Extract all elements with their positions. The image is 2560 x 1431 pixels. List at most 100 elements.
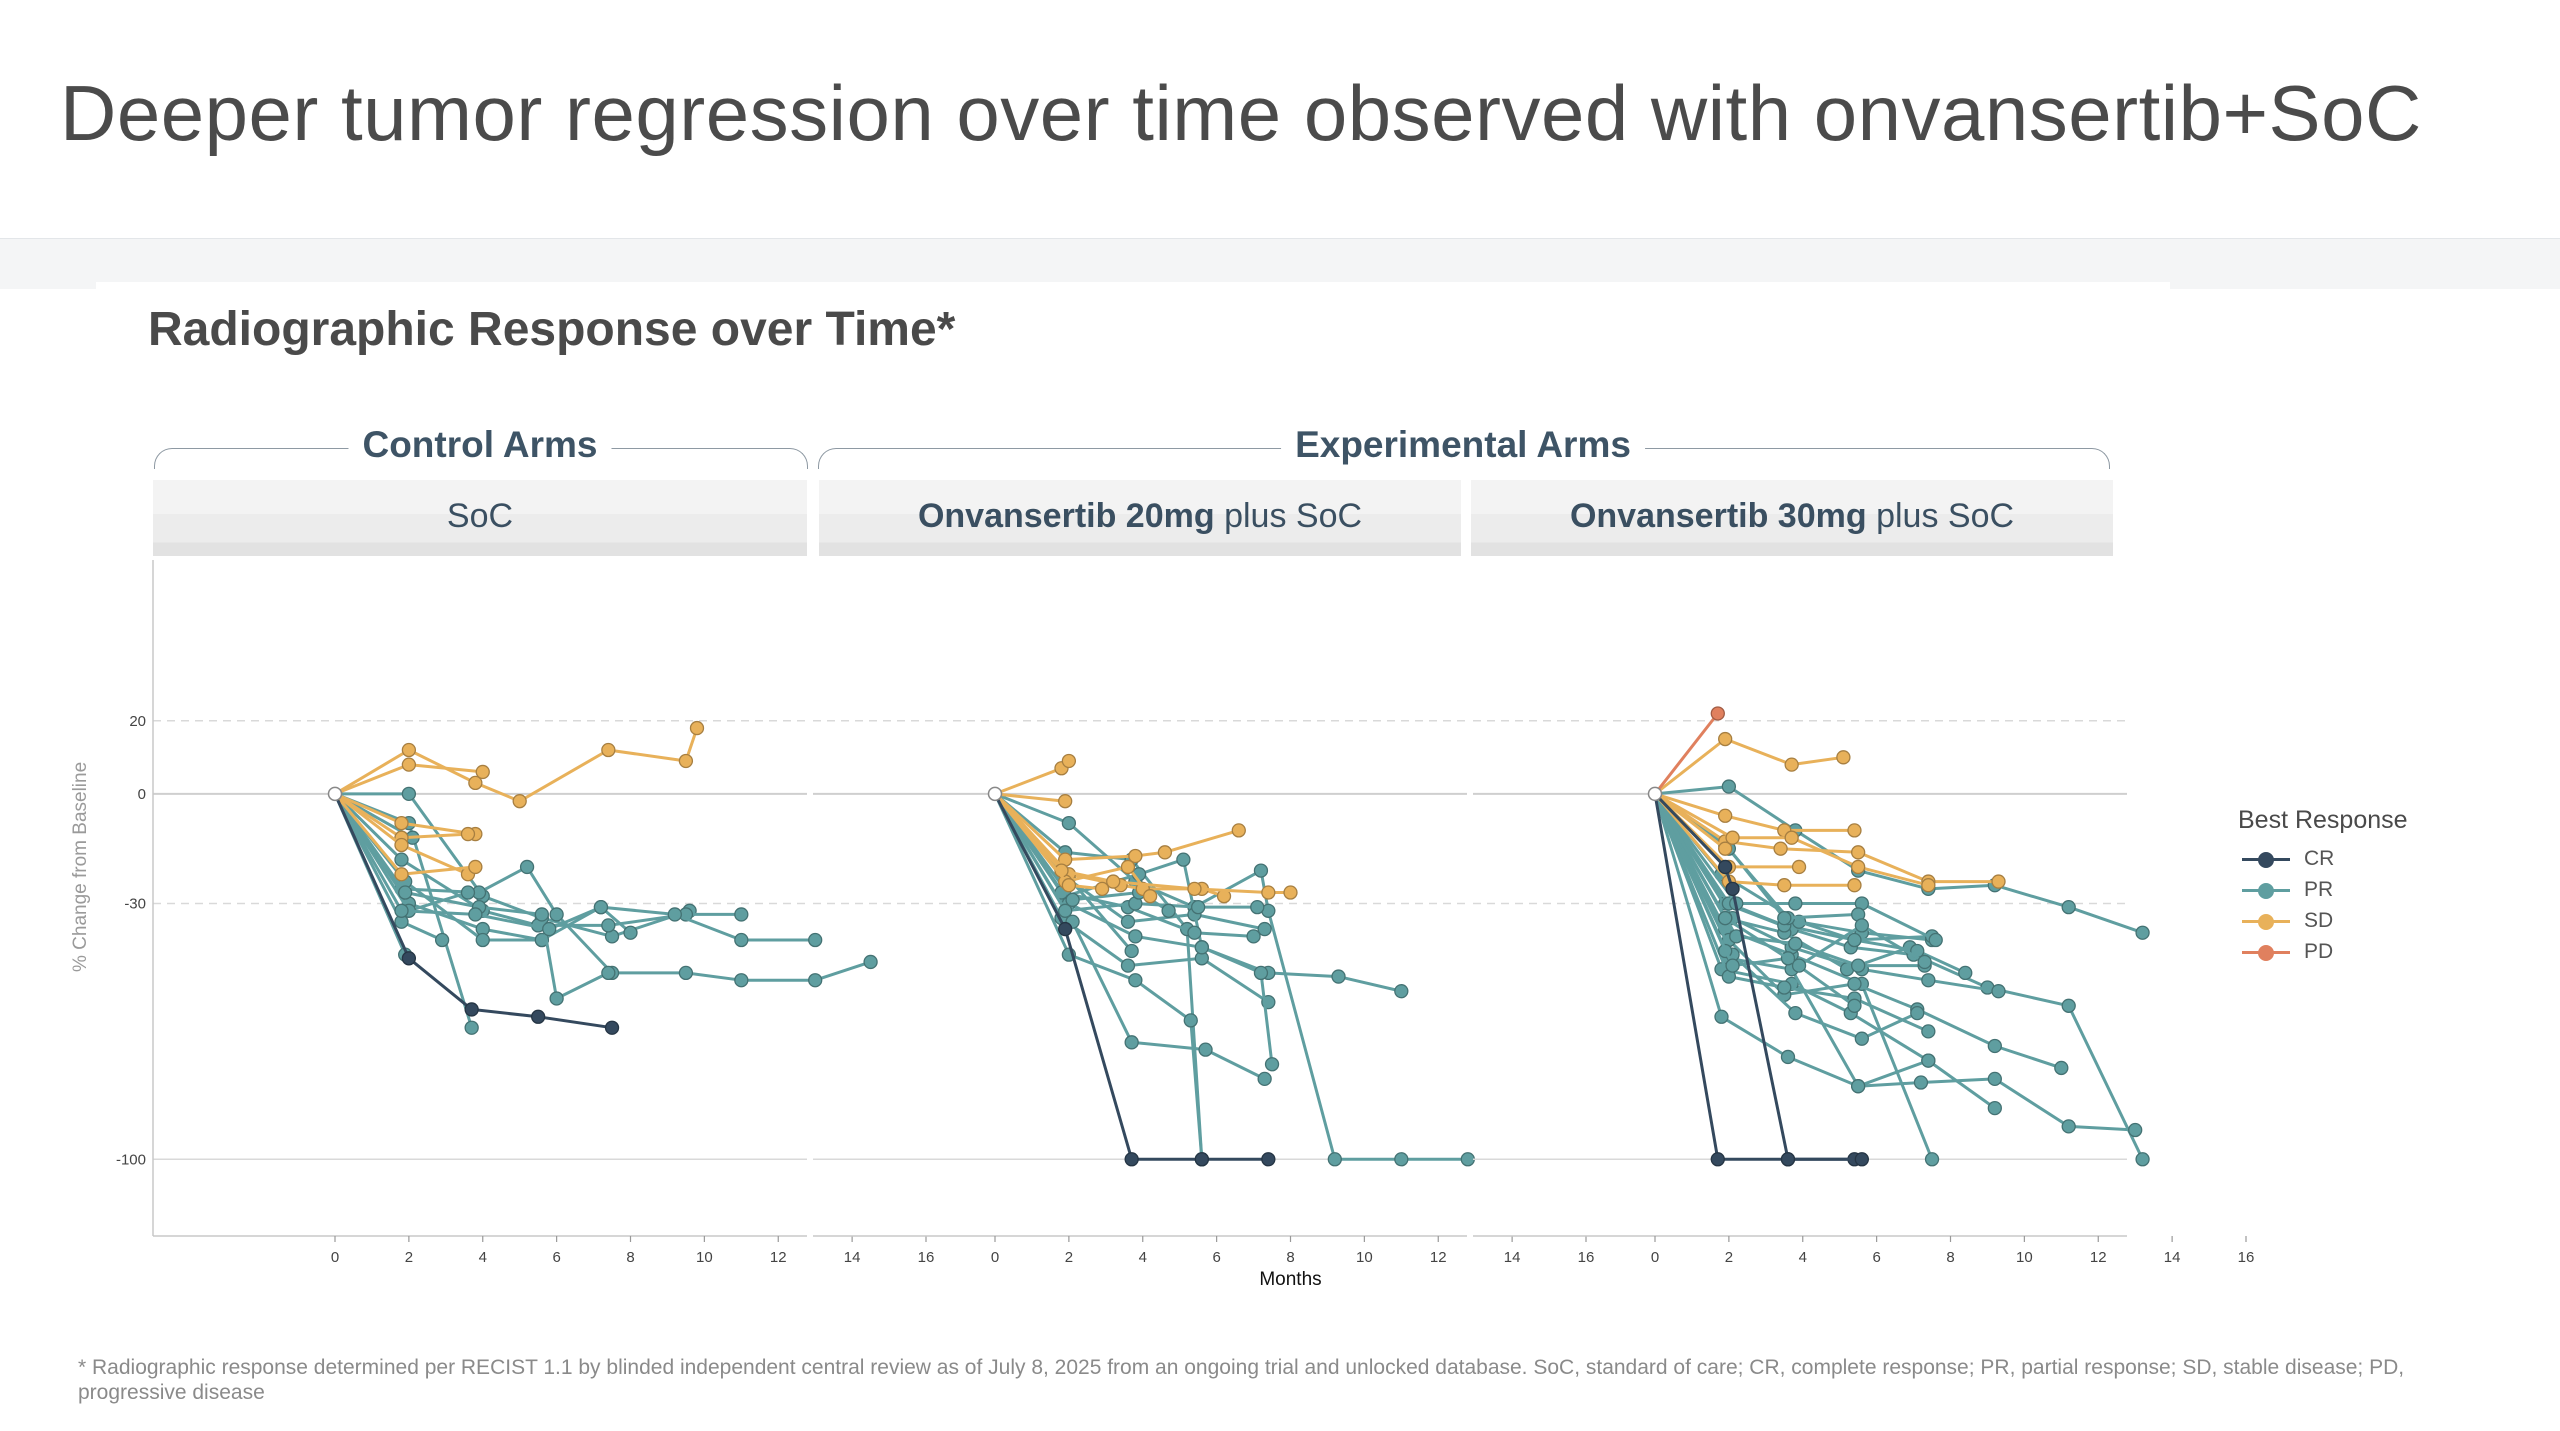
- data-point: [1780, 1049, 1796, 1065]
- data-point: [401, 742, 417, 758]
- legend: Best Response CR PR SD PD: [2238, 806, 2408, 967]
- data-point: [1120, 958, 1136, 973]
- data-point: [1187, 881, 1202, 897]
- data-point: [1851, 845, 1866, 860]
- data-point: [475, 764, 490, 780]
- data-point: [1061, 815, 1077, 831]
- series-line-sd: [334, 727, 699, 803]
- x-tick-label: 10: [2016, 1249, 2033, 1266]
- data-point: [401, 951, 417, 966]
- x-tick-label: 8: [1286, 1249, 1294, 1266]
- data-point: [1261, 885, 1276, 900]
- data-point: [1854, 1152, 1869, 1167]
- legend-key-pd: [2238, 942, 2294, 962]
- data-point: [623, 925, 638, 940]
- data-point: [1851, 958, 1866, 973]
- baseline-point: [1647, 786, 1663, 802]
- x-tick-label: 6: [1872, 1249, 1880, 1266]
- data-point: [549, 991, 564, 1006]
- data-point: [1128, 929, 1143, 944]
- data-point: [2061, 998, 2076, 1013]
- data-point: [808, 932, 823, 948]
- y-tick-label: 20: [129, 713, 146, 730]
- data-point: [734, 932, 749, 948]
- x-tick-label: 4: [1799, 1249, 1807, 1266]
- y-tick-label: -30: [124, 895, 146, 912]
- legend-item-pr: PR: [2238, 874, 2408, 905]
- legend-label: CR: [2304, 846, 2335, 870]
- data-point: [1917, 954, 1932, 970]
- x-tick-label: 0: [1651, 1249, 1659, 1266]
- baseline-point: [327, 786, 343, 802]
- data-point: [1991, 984, 2006, 999]
- data-point: [601, 965, 616, 981]
- panel-strip-bold: Onvansertib 30mg: [1569, 497, 1867, 535]
- data-point: [549, 907, 564, 922]
- data-point: [1718, 731, 1733, 747]
- data-point: [1058, 794, 1073, 809]
- data-point: [460, 885, 476, 900]
- series-line-pr: [1653, 793, 1856, 1008]
- data-point: [1854, 1031, 1869, 1046]
- panel-strip-soc: SoC: [153, 480, 807, 556]
- data-point: [401, 786, 417, 802]
- data-point: [1106, 874, 1121, 889]
- chart-title: Radiographic Response over Time*: [148, 303, 956, 356]
- x-tick-label: 2: [1725, 1249, 1733, 1266]
- data-point: [2128, 1122, 2143, 1138]
- data-point: [1836, 750, 1851, 765]
- data-point: [394, 903, 409, 918]
- data-point: [1394, 1152, 1409, 1167]
- data-point: [1718, 841, 1733, 856]
- data-point: [1928, 932, 1943, 948]
- data-point: [1124, 1035, 1139, 1050]
- data-point: [1058, 903, 1073, 918]
- data-point: [1460, 1152, 1475, 1167]
- data-point: [1194, 940, 1209, 955]
- y-axis-title: % Change from Baseline: [70, 762, 91, 972]
- data-point: [1253, 965, 1269, 981]
- data-point: [1718, 910, 1733, 926]
- data-point: [1128, 973, 1143, 988]
- data-point: [468, 907, 483, 922]
- data-point: [1851, 1079, 1866, 1094]
- legend-dot: [2258, 944, 2274, 961]
- footnote: * Radiographic response determined per R…: [78, 1356, 2405, 1404]
- data-point: [394, 815, 409, 831]
- data-point: [1058, 921, 1073, 937]
- data-point: [394, 837, 409, 853]
- panel-strip-onv30: Onvansertib 30mg plus SoC: [1471, 480, 2113, 556]
- series-line-pr: [1654, 785, 2144, 935]
- x-tick-label: 2: [405, 1249, 413, 1266]
- data-point: [460, 826, 476, 842]
- series-line-sd: [994, 792, 1066, 803]
- data-point: [468, 775, 483, 791]
- data-point: [475, 932, 490, 948]
- series-line-pd: [1653, 712, 1719, 795]
- data-point: [1725, 830, 1740, 845]
- x-tick-label: 10: [1356, 1249, 1373, 1266]
- data-point: [1791, 958, 1807, 973]
- data-point: [1161, 903, 1176, 918]
- data-point: [1176, 852, 1191, 867]
- data-point: [1194, 1152, 1209, 1167]
- data-point: [1246, 929, 1261, 944]
- x-axis-title: Months: [1259, 1269, 1321, 1290]
- panel-1: 0 2 4 6 8 10 12 14 16 Months: [813, 720, 1595, 1290]
- legend-dot: [2258, 913, 2274, 930]
- data-point: [1991, 874, 2006, 889]
- x-tick-label: 12: [1430, 1249, 1447, 1266]
- x-tick-label: 4: [479, 1249, 487, 1266]
- data-point: [1124, 943, 1139, 959]
- panel-strip-text: SoC: [446, 497, 514, 535]
- data-point: [678, 753, 694, 769]
- header-band: [0, 238, 2560, 289]
- panel-strip-onv20: Onvansertib 20mg plus SoC: [819, 480, 1461, 556]
- x-tick-label: 6: [552, 1249, 560, 1266]
- data-point: [863, 954, 878, 970]
- x-tick-label: 16: [1578, 1249, 1595, 1266]
- data-point: [593, 899, 609, 915]
- legend-label: SD: [2304, 908, 2334, 932]
- data-point: [434, 932, 450, 948]
- data-point: [1788, 936, 1803, 951]
